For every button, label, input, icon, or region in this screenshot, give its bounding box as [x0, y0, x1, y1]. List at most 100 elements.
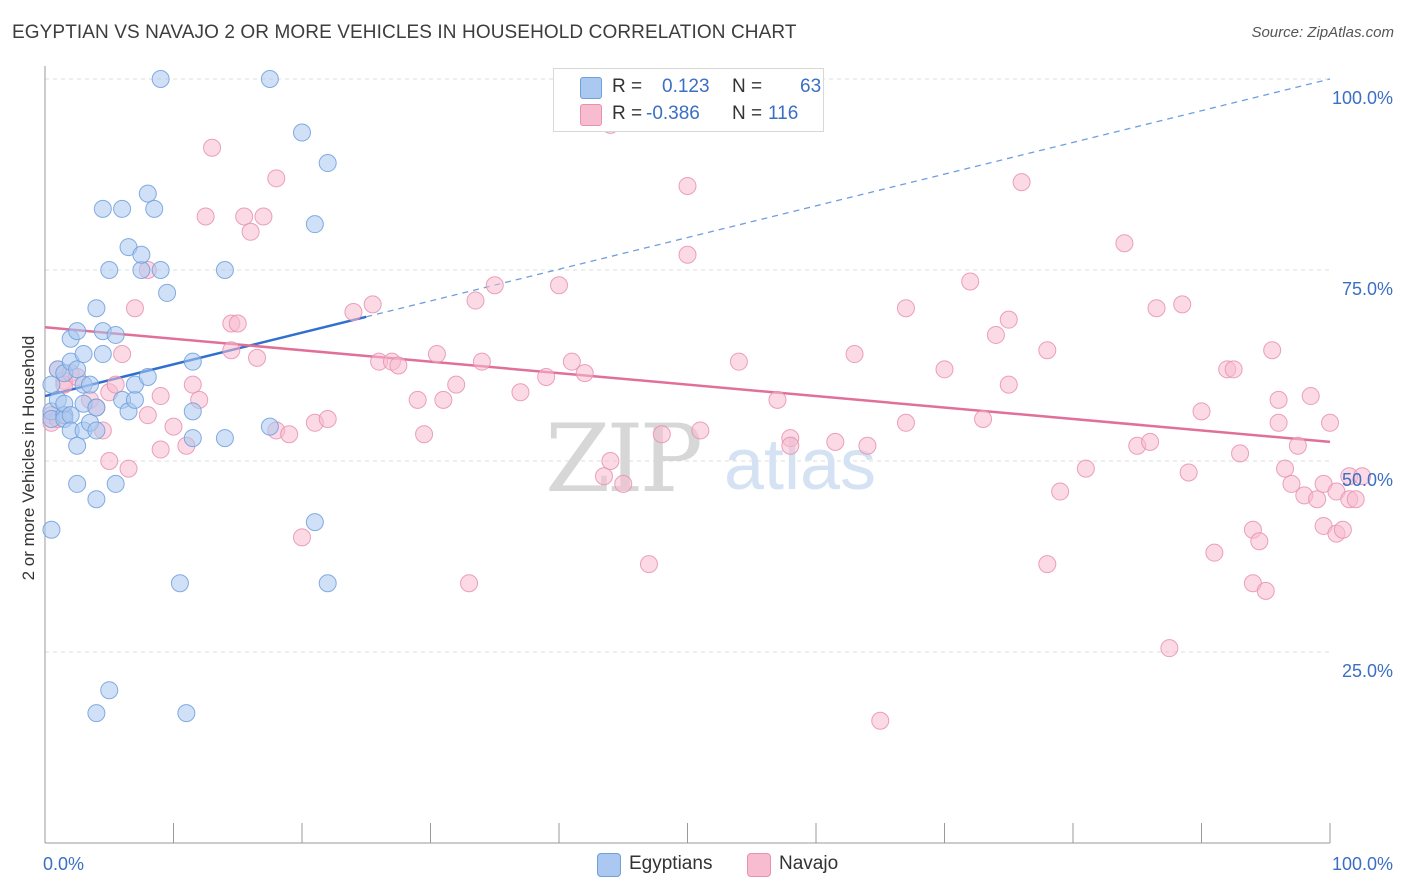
navajo-point — [125, 299, 144, 318]
egyptian-point — [80, 375, 99, 394]
gridlines — [45, 78, 1330, 653]
navajo-point — [235, 207, 254, 226]
navajo-point — [896, 299, 915, 318]
navajo-point — [1282, 474, 1301, 493]
egyptian-point — [138, 184, 157, 203]
navajo-point — [196, 207, 215, 226]
egyptian-point — [87, 421, 106, 440]
data-points — [42, 70, 1372, 730]
egyptian-point — [74, 345, 93, 364]
navajo-point — [151, 440, 170, 459]
navajo-point — [113, 345, 132, 364]
egyptian-point — [183, 429, 202, 448]
egyptian-point — [42, 375, 61, 394]
navajo-point — [768, 390, 787, 409]
navajo-point — [138, 406, 157, 425]
egyptian-point — [170, 574, 189, 593]
egyptian-point — [68, 436, 87, 455]
navajo-point — [845, 345, 864, 364]
legend-label: Navajo — [779, 853, 839, 874]
navajo-point — [485, 276, 504, 295]
navajo-point — [1308, 490, 1327, 509]
x-tick-labels: 0.0% 100.0% — [43, 854, 1393, 874]
egyptian-point — [87, 704, 106, 723]
navajo-point — [241, 222, 260, 241]
egyptian-point — [87, 490, 106, 509]
navajo-point — [562, 352, 581, 371]
navajo-point — [511, 383, 530, 402]
navajo-point — [1256, 581, 1275, 600]
navajo-point — [434, 390, 453, 409]
navajo-point — [119, 459, 138, 478]
navajo-trend-line — [44, 326, 1331, 444]
navajo-point — [935, 360, 954, 379]
egyptian-point — [183, 352, 202, 371]
egyptian-point — [318, 154, 337, 173]
egyptian-point — [215, 261, 234, 279]
navajo-point — [100, 452, 119, 470]
navajo-point — [1231, 444, 1250, 463]
egyptian-point — [132, 245, 151, 264]
navajo-point — [447, 375, 466, 394]
navajo-point — [601, 452, 620, 470]
navajo-point — [460, 574, 479, 593]
navajo-point — [151, 387, 170, 406]
navajo-point — [280, 425, 299, 444]
egyptian-point — [215, 429, 234, 448]
watermark-zip: ZIP — [545, 405, 699, 514]
navajo-point — [871, 711, 890, 730]
navajo-point — [1321, 413, 1339, 432]
navajo-point — [575, 364, 594, 383]
navajo-point — [363, 295, 382, 314]
navajo-point — [222, 341, 241, 360]
navajo-point — [254, 207, 273, 226]
egyptian-point — [293, 123, 311, 142]
navajo-point — [1141, 432, 1160, 451]
egyptian-point — [93, 199, 112, 218]
x-tick-label: 100.0% — [1332, 854, 1393, 874]
egyptian-point — [177, 704, 196, 723]
egyptian-point — [183, 402, 202, 421]
navajo-point — [408, 390, 427, 409]
egyptian-point — [318, 574, 337, 593]
navajo-point — [639, 555, 658, 574]
navajo-point — [974, 409, 993, 428]
egyptian-point — [100, 681, 119, 700]
legend-r-label: R = — [612, 76, 643, 97]
source-credit: Source: ZipAtlas.com — [1251, 24, 1394, 41]
navajo-point — [986, 325, 1005, 344]
navajo-point — [344, 303, 363, 322]
navajo-point — [826, 432, 845, 451]
y-axis-label: 2 or more Vehicles in Household — [19, 336, 38, 581]
egyptian-point — [100, 261, 119, 279]
navajo-point — [1192, 402, 1211, 421]
egyptian-point — [151, 70, 170, 88]
watermark: ZIP atlas — [545, 405, 876, 514]
egyptian-point — [305, 513, 324, 532]
legend-r-value: 0.123 — [662, 76, 710, 97]
navajo-point — [1353, 467, 1372, 486]
egyptian-point — [106, 474, 125, 493]
legend-r-label: R = — [612, 103, 643, 124]
egyptian-point — [68, 474, 87, 493]
correlation-legend: R = 0.123 N = 63 R = -0.386 N = 116 — [553, 68, 824, 132]
navajo-point — [267, 169, 286, 188]
legend-n-value: 116 — [768, 103, 799, 124]
navajo-point — [466, 291, 485, 310]
navajo-point — [1076, 459, 1095, 478]
legend-label: Egyptians — [629, 853, 713, 874]
navajo-point — [1224, 360, 1243, 379]
navajo-point — [293, 528, 311, 547]
navajo-point — [318, 409, 337, 428]
navajo-point — [652, 425, 671, 444]
chart-title: EGYPTIAN VS NAVAJO 2 OR MORE VEHICLES IN… — [12, 22, 797, 43]
navajo-point — [896, 413, 915, 432]
navajo-point — [427, 345, 446, 364]
navajo-point — [228, 314, 247, 333]
egyptian-point — [87, 299, 106, 318]
navajo-point — [1288, 436, 1307, 455]
navajo-point — [999, 310, 1018, 329]
egyptian-point — [138, 367, 157, 386]
egyptian-point — [158, 283, 177, 302]
